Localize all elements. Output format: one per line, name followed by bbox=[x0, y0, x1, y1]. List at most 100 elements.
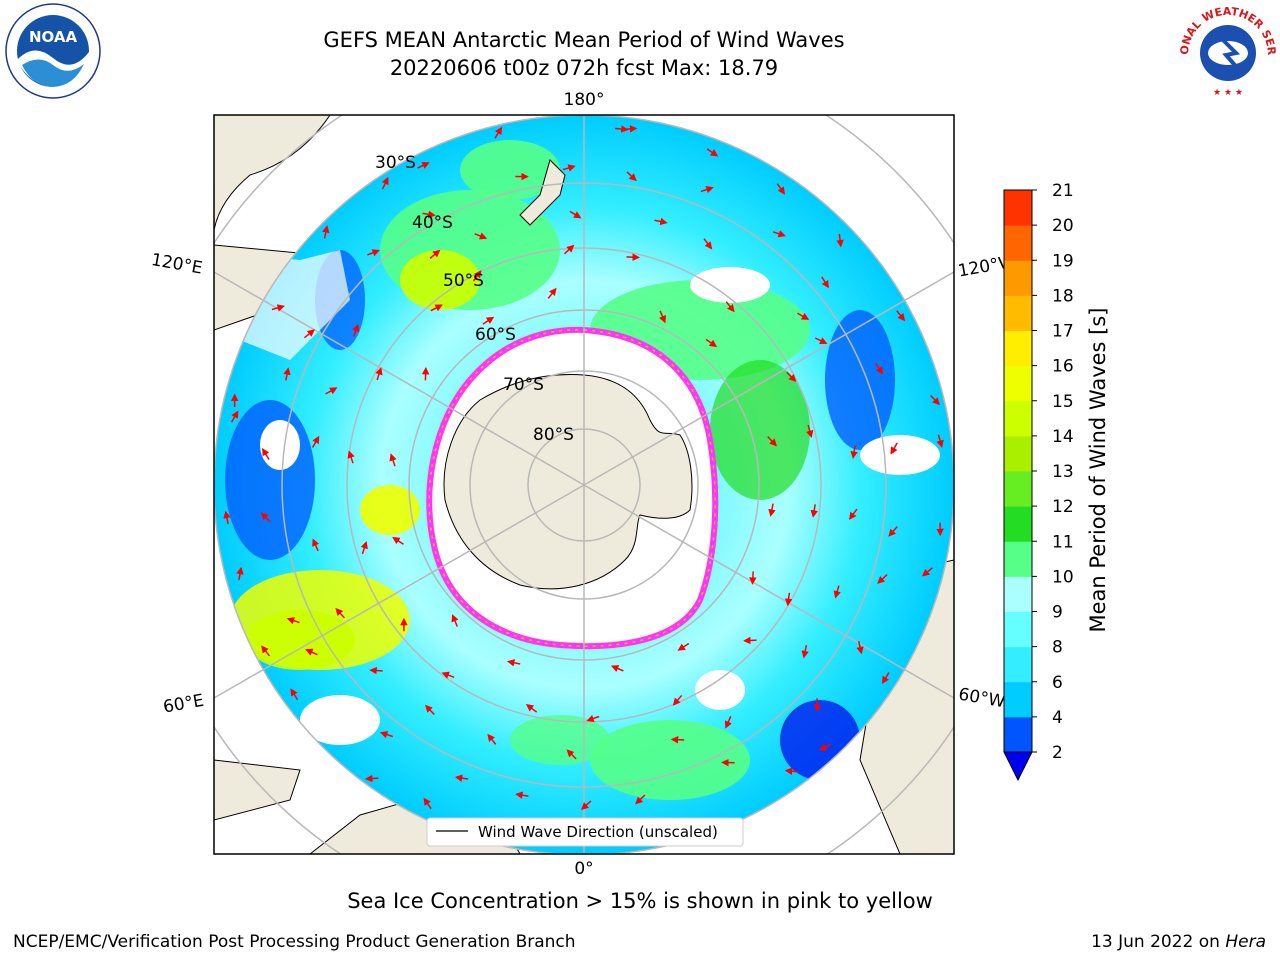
wave-direction-arrow bbox=[703, 238, 713, 250]
wave-direction-arrow bbox=[369, 666, 383, 675]
new-zealand-land bbox=[519, 159, 566, 226]
colorbar-bin bbox=[1004, 190, 1032, 226]
wave-direction-arrow bbox=[677, 642, 690, 651]
wave-direction-arrow bbox=[784, 767, 799, 775]
period-patch-high bbox=[400, 250, 480, 310]
open-area bbox=[690, 267, 770, 303]
wave-direction-arrow bbox=[586, 714, 600, 723]
colorbar-bin bbox=[1004, 611, 1032, 648]
lon-label-60w: 60°W bbox=[957, 684, 1007, 712]
wave-direction-arrow bbox=[706, 148, 719, 157]
colorbar-bin bbox=[1004, 646, 1032, 683]
wave-direction-arrow bbox=[303, 329, 315, 339]
wave-direction-arrow bbox=[364, 774, 379, 783]
wave-direction-arrow bbox=[422, 210, 436, 219]
wave-direction-arrow bbox=[890, 442, 898, 455]
wave-direction-arrow bbox=[487, 733, 497, 745]
period-patch-high bbox=[360, 485, 420, 535]
wave-direction-arrow bbox=[417, 162, 430, 169]
wave-direction-arrow bbox=[430, 304, 443, 312]
wave-direction-arrow bbox=[525, 704, 538, 713]
colorbar-label: Mean Period of Wind Waves [s] bbox=[1086, 308, 1110, 633]
wave-direction-arrow bbox=[856, 641, 864, 655]
wave-direction-arrow bbox=[749, 571, 757, 585]
colorbar-bin bbox=[1004, 295, 1032, 331]
colorbar-bin bbox=[1004, 716, 1032, 753]
wave-direction-arrow bbox=[848, 508, 858, 520]
wave-direction-arrow bbox=[375, 367, 383, 381]
colorbar-tick-label: 4 bbox=[1052, 708, 1063, 728]
wave-direction-arrow bbox=[767, 436, 777, 447]
wave-direction-arrow bbox=[423, 797, 432, 810]
wave-direction-arrow bbox=[654, 217, 668, 226]
wave-direction-arrow bbox=[392, 536, 404, 545]
wave-direction-arrow bbox=[494, 126, 503, 139]
map-frame bbox=[213, 114, 955, 855]
wave-direction-arrow bbox=[260, 512, 271, 523]
wave-direction-arrow bbox=[515, 791, 529, 799]
colorbar-bin bbox=[1004, 541, 1032, 577]
wave-direction-arrow bbox=[818, 743, 832, 751]
wave-direction-arrow bbox=[360, 541, 368, 555]
wave-direction-arrow bbox=[352, 323, 360, 337]
colorbar-bin bbox=[1004, 576, 1032, 612]
nws-logo: NATIONAL WEATHER SERVICE ★ ★ ★ bbox=[1178, 1, 1278, 99]
lon-label-120e: 120°E bbox=[150, 250, 204, 279]
wave-direction-arrow bbox=[563, 244, 575, 255]
lat-label-50s: 50°S bbox=[443, 271, 484, 291]
wave-direction-arrow bbox=[772, 230, 786, 238]
wave-direction-arrow bbox=[784, 592, 793, 607]
footer-date: 13 Jun 2022 on Hera bbox=[1091, 932, 1266, 952]
colorbar-under-triangle bbox=[1003, 751, 1033, 782]
graticule bbox=[214, 115, 954, 854]
wind-wave-arrows bbox=[223, 125, 944, 844]
wave-direction-arrow bbox=[743, 636, 757, 645]
wave-direction-arrow bbox=[724, 716, 732, 729]
wave-direction-arrow bbox=[672, 694, 683, 706]
period-patch-mid bbox=[590, 720, 750, 800]
colorbar-tick-label: 6 bbox=[1052, 673, 1063, 693]
colorbar-bin bbox=[1004, 260, 1032, 296]
lat-label-40s: 40°S bbox=[412, 213, 453, 233]
wave-direction-arrow bbox=[261, 645, 271, 657]
arrow-legend: Wind Wave Direction (unscaled) bbox=[426, 817, 744, 847]
open-area bbox=[860, 435, 940, 475]
wave-direction-arrow bbox=[379, 731, 393, 739]
wave-direction-arrow bbox=[429, 249, 441, 259]
period-patch-mid bbox=[510, 715, 610, 765]
wave-direction-arrow bbox=[806, 424, 814, 439]
svg-text:NOAA: NOAA bbox=[29, 28, 78, 46]
lon-label-60e: 60°E bbox=[162, 691, 206, 718]
wave-direction-arrow bbox=[797, 312, 810, 320]
wave-direction-arrow bbox=[347, 450, 355, 464]
wave-direction-arrow bbox=[850, 445, 858, 459]
chart-title: GEFS MEAN Antarctic Mean Period of Wind … bbox=[323, 28, 845, 52]
colorbar-bin bbox=[1004, 365, 1032, 402]
wave-direction-arrow bbox=[547, 287, 557, 299]
wave-direction-arrow bbox=[725, 301, 735, 313]
colorbar-tick-label: 9 bbox=[1052, 603, 1063, 623]
wave-direction-arrow bbox=[659, 310, 666, 324]
wave-direction-arrow bbox=[896, 310, 906, 322]
wave-direction-arrow bbox=[236, 566, 244, 581]
lon-label-180: 180° bbox=[564, 90, 605, 110]
wave-direction-arrow bbox=[566, 749, 577, 760]
colorbar-tick-label: 17 bbox=[1052, 322, 1074, 342]
wave-direction-arrow bbox=[262, 447, 270, 460]
wave-direction-arrow bbox=[877, 574, 888, 584]
wave-direction-arrow bbox=[821, 276, 829, 289]
period-patch-mid bbox=[460, 140, 560, 200]
wave-direction-arrow bbox=[833, 585, 841, 599]
wave-direction-arrow bbox=[700, 186, 714, 194]
colorbar-bin bbox=[1004, 330, 1032, 367]
wave-direction-arrow bbox=[814, 337, 828, 344]
footer-credit: NCEP/EMC/Verification Post Processing Pr… bbox=[13, 932, 576, 952]
colorbar-bin bbox=[1004, 681, 1032, 718]
wave-direction-arrow bbox=[562, 164, 576, 172]
noaa-logo: NOAA bbox=[5, 3, 101, 99]
antarctica-land bbox=[443, 374, 693, 590]
wave-direction-arrow bbox=[623, 125, 638, 133]
colorbar-tick-label: 13 bbox=[1052, 462, 1074, 482]
wave-direction-arrow bbox=[670, 735, 685, 744]
